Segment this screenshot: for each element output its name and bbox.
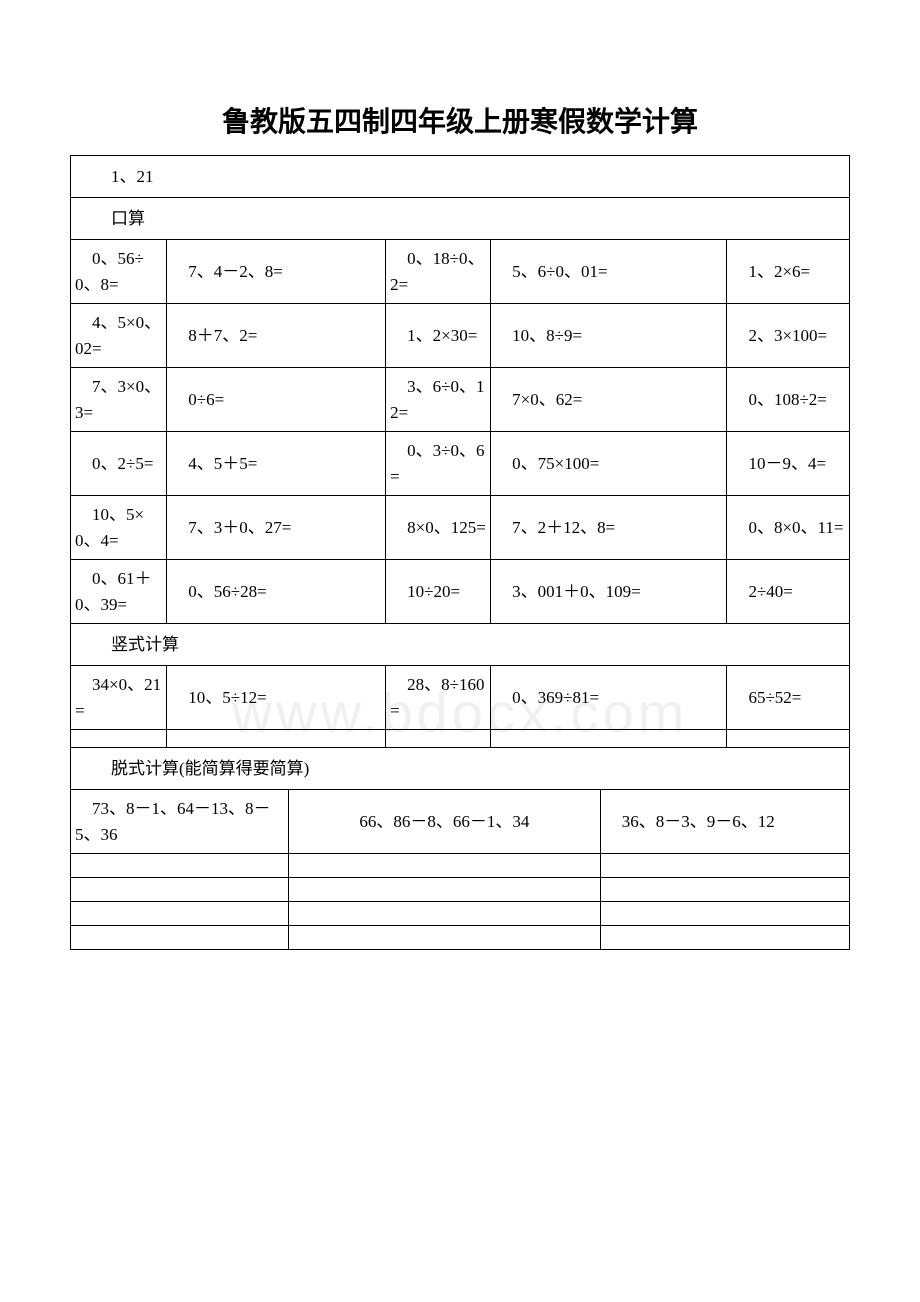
work-row bbox=[71, 854, 850, 878]
work-cell bbox=[600, 878, 849, 902]
problem-cell: 0、3÷0、6= bbox=[386, 432, 491, 496]
work-cell bbox=[71, 902, 289, 926]
empty-row bbox=[71, 730, 850, 748]
problem-cell: 0、8×0、11= bbox=[727, 496, 850, 560]
problem-cell: 10－9、4= bbox=[727, 432, 850, 496]
problem-cell: 7×0、62= bbox=[491, 368, 727, 432]
problem-cell: 0、61＋0、39= bbox=[71, 560, 167, 624]
problem-cell: 0、18÷0、2= bbox=[386, 240, 491, 304]
mental-header-row: 口算 bbox=[71, 198, 850, 240]
work-row bbox=[71, 926, 850, 950]
problem-cell: 2÷40= bbox=[727, 560, 850, 624]
problem-cell: 0÷6= bbox=[167, 368, 386, 432]
mental-header: 口算 bbox=[71, 198, 850, 240]
problem-cell: 4、5×0、02= bbox=[71, 304, 167, 368]
problem-cell: 0、75×100= bbox=[491, 432, 727, 496]
problem-cell: 28、8÷160= bbox=[386, 666, 491, 730]
problem-cell: 65÷52= bbox=[727, 666, 850, 730]
problem-cell: 10÷20= bbox=[386, 560, 491, 624]
problem-cell: 3、001＋0、109= bbox=[491, 560, 727, 624]
problem-cell: 7、2＋12、8= bbox=[491, 496, 727, 560]
page-title: 鲁教版五四制四年级上册寒假数学计算 bbox=[70, 100, 850, 140]
mental-row: 0、56÷0、8= 7、4－2、8= 0、18÷0、2= 5、6÷0、01= 1… bbox=[71, 240, 850, 304]
work-cell bbox=[289, 878, 601, 902]
work-cell bbox=[600, 854, 849, 878]
work-cell bbox=[71, 854, 289, 878]
numbering-row: 1、21 bbox=[71, 156, 850, 198]
problem-cell: 10、5×0、4= bbox=[71, 496, 167, 560]
empty-cell bbox=[386, 730, 491, 748]
problem-cell: 8×0、125= bbox=[386, 496, 491, 560]
problem-cell: 73、8－1、64－13、8－5、36 bbox=[71, 790, 289, 854]
vertical-header-row: 竖式计算 bbox=[71, 624, 850, 666]
problem-cell: 10、8÷9= bbox=[491, 304, 727, 368]
problem-cell: 66、86－8、66－1、34 bbox=[289, 790, 601, 854]
work-cell bbox=[600, 902, 849, 926]
problem-cell: 1、2×6= bbox=[727, 240, 850, 304]
problem-cell: 0、56÷0、8= bbox=[71, 240, 167, 304]
problem-cell: 1、2×30= bbox=[386, 304, 491, 368]
work-row bbox=[71, 878, 850, 902]
mental-row: 4、5×0、02= 8＋7、2= 1、2×30= 10、8÷9= 2、3×100… bbox=[71, 304, 850, 368]
problem-cell: 0、56÷28= bbox=[167, 560, 386, 624]
problem-cell: 34×0、21= bbox=[71, 666, 167, 730]
problem-cell: 7、4－2、8= bbox=[167, 240, 386, 304]
empty-cell bbox=[167, 730, 386, 748]
mental-row: 10、5×0、4= 7、3＋0、27= 8×0、125= 7、2＋12、8= 0… bbox=[71, 496, 850, 560]
problem-cell: 0、369÷81= bbox=[491, 666, 727, 730]
empty-cell bbox=[491, 730, 727, 748]
mental-row: 0、2÷5= 4、5＋5= 0、3÷0、6= 0、75×100= 10－9、4= bbox=[71, 432, 850, 496]
problem-cell: 0、108÷2= bbox=[727, 368, 850, 432]
problem-cell: 10、5÷12= bbox=[167, 666, 386, 730]
numbering-cell: 1、21 bbox=[71, 156, 850, 198]
detached-table: 73、8－1、64－13、8－5、36 66、86－8、66－1、34 36、8… bbox=[70, 790, 850, 950]
mental-row: 7、3×0、3= 0÷6= 3、6÷0、12= 7×0、62= 0、108÷2= bbox=[71, 368, 850, 432]
work-cell bbox=[289, 926, 601, 950]
work-cell bbox=[289, 854, 601, 878]
detached-header-row: 脱式计算(能简算得要简算) bbox=[71, 748, 850, 790]
problem-cell: 7、3×0、3= bbox=[71, 368, 167, 432]
problem-cell: 8＋7、2= bbox=[167, 304, 386, 368]
problem-cell: 5、6÷0、01= bbox=[491, 240, 727, 304]
work-cell bbox=[71, 878, 289, 902]
empty-cell bbox=[71, 730, 167, 748]
work-cell bbox=[71, 926, 289, 950]
work-cell bbox=[289, 902, 601, 926]
detached-row: 73、8－1、64－13、8－5、36 66、86－8、66－1、34 36、8… bbox=[71, 790, 850, 854]
problem-cell: 4、5＋5= bbox=[167, 432, 386, 496]
worksheet-table: 1、21 口算 0、56÷0、8= 7、4－2、8= 0、18÷0、2= 5、6… bbox=[70, 155, 850, 790]
vertical-row: 34×0、21= 10、5÷12= 28、8÷160= 0、369÷81= 65… bbox=[71, 666, 850, 730]
problem-cell: 36、8－3、9－6、12 bbox=[600, 790, 849, 854]
problem-cell: 7、3＋0、27= bbox=[167, 496, 386, 560]
empty-cell bbox=[727, 730, 850, 748]
problem-cell: 3、6÷0、12= bbox=[386, 368, 491, 432]
problem-cell: 2、3×100= bbox=[727, 304, 850, 368]
detached-header: 脱式计算(能简算得要简算) bbox=[71, 748, 850, 790]
mental-row: 0、61＋0、39= 0、56÷28= 10÷20= 3、001＋0、109= … bbox=[71, 560, 850, 624]
work-cell bbox=[600, 926, 849, 950]
work-row bbox=[71, 902, 850, 926]
vertical-header: 竖式计算 bbox=[71, 624, 850, 666]
problem-cell: 0、2÷5= bbox=[71, 432, 167, 496]
